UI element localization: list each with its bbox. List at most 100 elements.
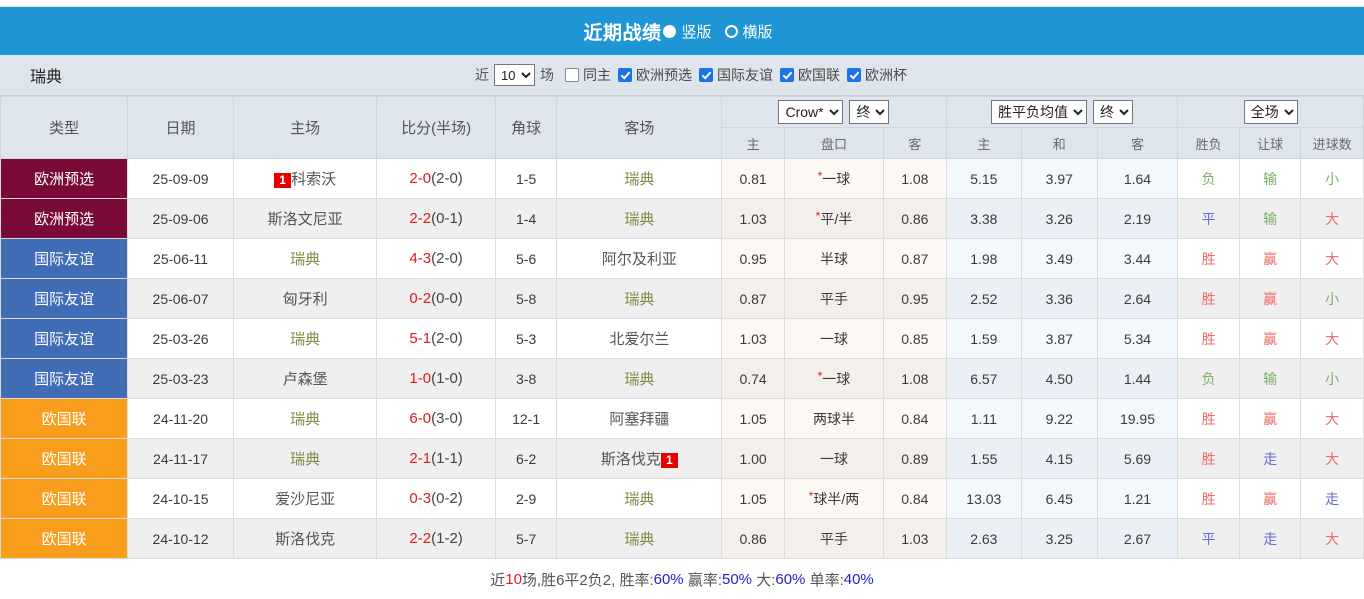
competition-checkbox-euro-cup[interactable] — [847, 68, 861, 82]
score-cell[interactable]: 2-0(2-0) — [376, 158, 496, 199]
home-team-name[interactable]: 匈牙利 — [282, 291, 328, 308]
th-hc-line[interactable]: 盘口 — [783, 127, 885, 159]
th-avg-home[interactable]: 主 — [945, 127, 1023, 159]
table-row[interactable]: 欧国联 24-10-15 爱沙尼亚 0-3(0-2) 2-9 瑞典 1.05 *球半/两 0.8… — [0, 478, 1364, 519]
home-team-name[interactable]: 卢森堡 — [282, 371, 328, 388]
score-cell[interactable]: 6-0(3-0) — [376, 398, 496, 439]
th-hc-away[interactable]: 客 — [883, 127, 947, 159]
scope-select[interactable]: 全场 — [1243, 100, 1298, 124]
home-team-cell[interactable]: 瑞典 — [232, 398, 378, 439]
home-team-name[interactable]: 爱沙尼亚 — [275, 491, 336, 508]
away-team-cell[interactable]: 瑞典 — [556, 478, 723, 519]
same-home-checkbox[interactable] — [565, 68, 579, 82]
th-avg-away[interactable]: 客 — [1096, 127, 1179, 159]
home-team-name[interactable]: 瑞典 — [290, 331, 321, 348]
home-team-name[interactable]: 科索沃 — [291, 171, 337, 188]
same-home-label[interactable]: 同主 — [583, 67, 611, 83]
home-team-cell[interactable]: 斯洛伐克 — [232, 518, 378, 559]
score-cell[interactable]: 2-2(0-1) — [376, 198, 496, 239]
away-team-name[interactable]: 瑞典 — [624, 531, 655, 548]
away-team-cell[interactable]: 瑞典 — [556, 158, 723, 199]
home-team-name[interactable]: 斯洛伐克 — [275, 531, 336, 548]
away-team-cell[interactable]: 阿尔及利亚 — [556, 238, 723, 279]
away-team-name[interactable]: 瑞典 — [624, 491, 655, 508]
away-team-cell[interactable]: 北爱尔兰 — [556, 318, 723, 359]
average-phase-select[interactable]: 终 — [1093, 100, 1133, 124]
th-home[interactable]: 主场 — [232, 96, 378, 159]
home-team-name[interactable]: 瑞典 — [290, 451, 321, 468]
table-row[interactable]: 国际友谊 25-06-07 匈牙利 0-2(0-0) 5-8 瑞典 0.87 平手 0.95 2.… — [0, 278, 1364, 319]
home-team-cell[interactable]: 卢森堡 — [232, 358, 378, 399]
match-type-badge[interactable]: 欧洲预选 — [0, 198, 129, 239]
home-team-cell[interactable]: 匈牙利 — [232, 278, 378, 319]
table-row[interactable]: 欧国联 24-11-20 瑞典 6-0(3-0) 12-1 阿塞拜疆 1.05 两球半 0.84… — [0, 398, 1364, 439]
company-select[interactable]: Crow* — [778, 100, 844, 124]
away-team-cell[interactable]: 瑞典 — [556, 198, 723, 239]
away-team-name[interactable]: 阿尔及利亚 — [601, 251, 677, 268]
competition-checkbox-nations-league[interactable] — [780, 68, 794, 82]
th-hc-home[interactable]: 主 — [721, 127, 785, 159]
table-row[interactable]: 欧国联 24-10-12 斯洛伐克 2-2(1-2) 5-7 瑞典 0.86 平手 1.03 2.… — [0, 518, 1364, 559]
score-cell[interactable]: 0-3(0-2) — [376, 478, 496, 519]
th-away[interactable]: 客场 — [556, 96, 723, 159]
away-team-cell[interactable]: 瑞典 — [556, 278, 723, 319]
home-team-cell[interactable]: 爱沙尼亚 — [232, 478, 378, 519]
away-team-name[interactable]: 瑞典 — [624, 171, 655, 188]
radio-vertical-icon[interactable] — [663, 24, 677, 38]
match-type-badge[interactable]: 欧洲预选 — [0, 158, 129, 199]
match-type-badge[interactable]: 国际友谊 — [0, 238, 129, 279]
score-cell[interactable]: 2-2(1-2) — [376, 518, 496, 559]
th-date[interactable]: 日期 — [127, 96, 234, 159]
score-cell[interactable]: 1-0(1-0) — [376, 358, 496, 399]
match-type-badge[interactable]: 欧国联 — [0, 438, 129, 479]
away-team-name[interactable]: 瑞典 — [624, 371, 655, 388]
table-row[interactable]: 国际友谊 25-06-11 瑞典 4-3(2-0) 5-6 阿尔及利亚 0.95 半球 0.87… — [0, 238, 1364, 279]
table-row[interactable]: 欧洲预选 25-09-09 1 科索沃 2-0(2-0) 1-5 瑞典 0.81 *一球 1.08… — [0, 158, 1364, 199]
home-team-cell[interactable]: 瑞典 — [232, 438, 378, 479]
recent-count-select[interactable]: 10 — [494, 64, 535, 86]
table-row[interactable]: 国际友谊 25-03-23 卢森堡 1-0(1-0) 3-8 瑞典 0.74 *一球 1.08 6… — [0, 358, 1364, 399]
competition-label-euro-qualifier[interactable]: 欧洲预选 — [636, 67, 692, 83]
table-row[interactable]: 国际友谊 25-03-26 瑞典 5-1(2-0) 5-3 北爱尔兰 1.03 一球 0.85 1… — [0, 318, 1364, 359]
away-team-name[interactable]: 斯洛伐克 — [600, 451, 661, 468]
score-cell[interactable]: 2-1(1-1) — [376, 438, 496, 479]
th-score[interactable]: 比分(半场) — [376, 96, 496, 159]
home-team-cell[interactable]: 1 科索沃 — [232, 158, 378, 199]
away-team-cell[interactable]: 瑞典 — [556, 358, 723, 399]
competition-checkbox-friendly[interactable] — [699, 68, 713, 82]
company-phase-select[interactable]: 终 — [849, 100, 890, 124]
competition-label-nations-league[interactable]: 欧国联 — [798, 67, 840, 83]
away-team-name[interactable]: 北爱尔兰 — [609, 331, 670, 348]
score-cell[interactable]: 5-1(2-0) — [376, 318, 496, 359]
radio-horizontal-label[interactable]: 横版 — [742, 23, 773, 41]
table-row[interactable]: 欧洲预选 25-09-06 斯洛文尼亚 2-2(0-1) 1-4 瑞典 1.03 *平/半 0.… — [0, 198, 1364, 239]
competition-label-friendly[interactable]: 国际友谊 — [717, 67, 773, 83]
home-team-cell[interactable]: 斯洛文尼亚 — [232, 198, 378, 239]
away-team-cell[interactable]: 斯洛伐克 1 — [556, 438, 723, 479]
th-type[interactable]: 类型 — [0, 96, 129, 159]
score-cell[interactable]: 0-2(0-0) — [376, 278, 496, 319]
match-type-badge[interactable]: 国际友谊 — [0, 358, 129, 399]
table-row[interactable]: 欧国联 24-11-17 瑞典 2-1(1-1) 6-2 斯洛伐克 1 1.00 一球 0.89 1… — [0, 438, 1364, 479]
away-team-cell[interactable]: 瑞典 — [556, 518, 723, 559]
th-res-wl[interactable]: 胜负 — [1177, 127, 1240, 159]
home-team-name[interactable]: 瑞典 — [290, 411, 321, 428]
home-team-cell[interactable]: 瑞典 — [232, 238, 378, 279]
home-team-name[interactable]: 瑞典 — [290, 251, 321, 268]
away-team-cell[interactable]: 阿塞拜疆 — [556, 398, 723, 439]
match-type-badge[interactable]: 欧国联 — [0, 478, 129, 519]
radio-horizontal-icon[interactable] — [724, 24, 738, 38]
away-team-name[interactable]: 瑞典 — [624, 291, 655, 308]
th-res-handicap[interactable]: 让球 — [1238, 127, 1302, 159]
home-team-cell[interactable]: 瑞典 — [232, 318, 378, 359]
radio-vertical-label[interactable]: 竖版 — [681, 23, 712, 41]
average-select[interactable]: 胜平负均值 — [991, 100, 1087, 124]
match-type-badge[interactable]: 国际友谊 — [0, 318, 129, 359]
away-team-name[interactable]: 阿塞拜疆 — [609, 411, 670, 428]
competition-label-euro-cup[interactable]: 欧洲杯 — [865, 67, 907, 83]
competition-checkbox-euro-qualifier[interactable] — [618, 68, 632, 82]
th-avg-draw[interactable]: 和 — [1021, 127, 1098, 159]
score-cell[interactable]: 4-3(2-0) — [376, 238, 496, 279]
match-type-badge[interactable]: 国际友谊 — [0, 278, 129, 319]
match-type-badge[interactable]: 欧国联 — [0, 518, 129, 559]
